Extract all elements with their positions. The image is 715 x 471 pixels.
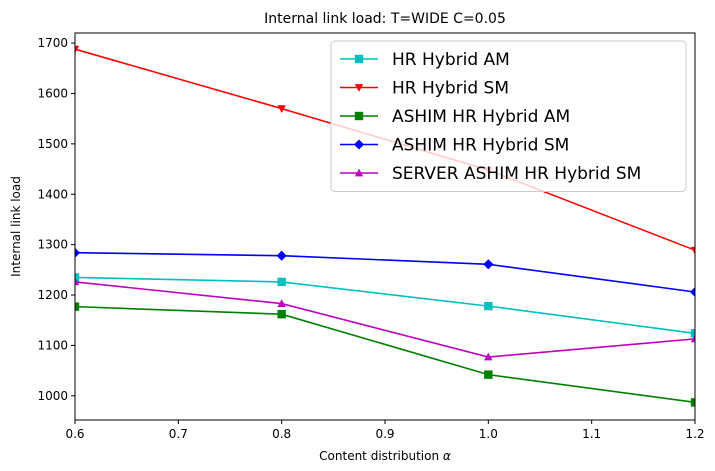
- y-axis-label: Internal link load: [9, 176, 23, 277]
- data-point: [484, 370, 493, 379]
- legend-box: [330, 40, 687, 192]
- series-3: [75, 302, 695, 407]
- x-tick-label: 1.0: [479, 427, 498, 441]
- x-tick-label: 0.7: [169, 427, 188, 441]
- y-tick-label: 1500: [37, 137, 68, 151]
- series-4: [75, 247, 695, 298]
- data-point: [277, 105, 286, 113]
- legend-label: SERVER ASHIM HR Hybrid SM: [392, 164, 641, 184]
- data-point: [75, 302, 80, 311]
- x-axis-label-text: Content distribution: [319, 449, 439, 463]
- x-axis-label: Content distribution α: [319, 449, 451, 463]
- data-point: [690, 398, 695, 407]
- y-tick-label: 1000: [37, 389, 68, 403]
- legend-item: ASHIM HR Hybrid AM: [340, 107, 570, 127]
- chart-title: Internal link load: T=WIDE C=0.05: [264, 11, 506, 27]
- data-point: [276, 250, 287, 261]
- series-line: [75, 276, 695, 335]
- y-axis: 1000 1100 1200 1300 1400 1500 1600 1700: [37, 36, 75, 403]
- data-point: [690, 334, 695, 343]
- legend-item: SERVER ASHIM HR Hybrid SM: [340, 164, 641, 184]
- data-point: [277, 299, 286, 307]
- x-tick-label: 0.8: [272, 427, 291, 441]
- y-tick-label: 1300: [37, 238, 68, 252]
- x-tick-label: 1.2: [685, 427, 704, 441]
- series-line: [75, 251, 695, 293]
- data-point: [689, 286, 695, 298]
- data-point: [75, 273, 80, 282]
- data-point: [75, 45, 80, 54]
- data-point: [483, 259, 494, 270]
- series-1: [75, 273, 695, 338]
- y-tick-label: 1200: [37, 288, 68, 302]
- legend-item: HR Hybrid SM: [340, 79, 509, 99]
- x-tick-label: 0.9: [375, 427, 394, 441]
- series-line: [75, 305, 695, 404]
- y-tick-label: 1100: [37, 338, 68, 352]
- legend: HR Hybrid AM HR Hybrid SM ASHIM HR Hybrid …: [330, 40, 687, 192]
- legend-label: ASHIM HR Hybrid AM: [392, 107, 570, 127]
- x-tick-label: 1.1: [582, 427, 601, 441]
- legend-label: ASHIM HR Hybrid SM: [392, 136, 569, 156]
- legend-label: HR Hybrid SM: [392, 79, 509, 99]
- data-point: [484, 352, 493, 361]
- series-line: [75, 281, 695, 358]
- data-point: [277, 309, 286, 319]
- y-tick-label: 1600: [37, 86, 68, 100]
- data-point: [277, 277, 286, 287]
- data-point: [75, 247, 81, 258]
- legend-item: HR Hybrid AM: [340, 50, 510, 70]
- data-point: [690, 246, 695, 255]
- y-tick-label: 1400: [37, 187, 68, 201]
- x-tick-label: 0.6: [65, 427, 84, 441]
- data-point: [484, 301, 493, 311]
- data-point: [75, 277, 80, 286]
- legend-item: ASHIM HR Hybrid SM: [340, 136, 569, 156]
- series-5: [75, 277, 695, 361]
- x-axis: 0.6 0.7 0.8 0.9 1.0 1.1 1.2: [65, 420, 705, 441]
- x-axis-label-symbol: α: [443, 449, 451, 463]
- y-tick-label: 1700: [37, 36, 68, 50]
- data-point: [690, 329, 695, 338]
- legend-label: HR Hybrid AM: [392, 50, 510, 70]
